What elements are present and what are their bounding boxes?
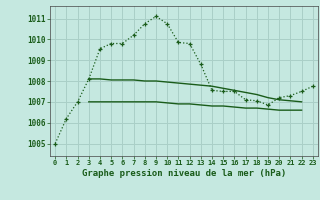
X-axis label: Graphe pression niveau de la mer (hPa): Graphe pression niveau de la mer (hPa) — [82, 169, 286, 178]
